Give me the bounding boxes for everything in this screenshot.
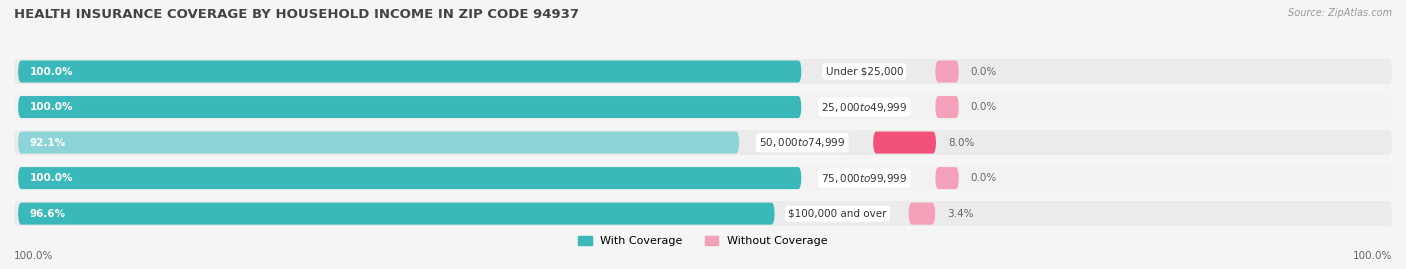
FancyBboxPatch shape (873, 132, 936, 154)
Text: 3.4%: 3.4% (948, 209, 973, 219)
FancyBboxPatch shape (935, 61, 959, 83)
FancyBboxPatch shape (14, 59, 1392, 84)
Text: 92.1%: 92.1% (30, 137, 66, 148)
Text: Under $25,000: Under $25,000 (825, 66, 903, 76)
Text: $75,000 to $99,999: $75,000 to $99,999 (821, 172, 907, 185)
FancyBboxPatch shape (14, 201, 1392, 226)
Text: 96.6%: 96.6% (30, 209, 66, 219)
Text: HEALTH INSURANCE COVERAGE BY HOUSEHOLD INCOME IN ZIP CODE 94937: HEALTH INSURANCE COVERAGE BY HOUSEHOLD I… (14, 8, 579, 21)
FancyBboxPatch shape (18, 203, 775, 225)
Text: 0.0%: 0.0% (970, 173, 997, 183)
FancyBboxPatch shape (14, 166, 1392, 190)
FancyBboxPatch shape (935, 96, 959, 118)
Text: 8.0%: 8.0% (948, 137, 974, 148)
FancyBboxPatch shape (908, 203, 935, 225)
Text: 100.0%: 100.0% (1353, 251, 1392, 261)
FancyBboxPatch shape (14, 130, 1392, 155)
Text: $50,000 to $74,999: $50,000 to $74,999 (759, 136, 845, 149)
Text: 100.0%: 100.0% (30, 173, 73, 183)
FancyBboxPatch shape (18, 132, 740, 154)
Text: 100.0%: 100.0% (30, 66, 73, 76)
Text: 0.0%: 0.0% (970, 66, 997, 76)
Text: 100.0%: 100.0% (14, 251, 53, 261)
Text: Source: ZipAtlas.com: Source: ZipAtlas.com (1288, 8, 1392, 18)
FancyBboxPatch shape (14, 95, 1392, 119)
Legend: With Coverage, Without Coverage: With Coverage, Without Coverage (578, 236, 828, 246)
FancyBboxPatch shape (18, 61, 801, 83)
FancyBboxPatch shape (18, 96, 801, 118)
Text: $25,000 to $49,999: $25,000 to $49,999 (821, 101, 907, 114)
Text: 0.0%: 0.0% (970, 102, 997, 112)
FancyBboxPatch shape (18, 167, 801, 189)
Text: 100.0%: 100.0% (30, 102, 73, 112)
FancyBboxPatch shape (935, 167, 959, 189)
Text: $100,000 and over: $100,000 and over (789, 209, 887, 219)
